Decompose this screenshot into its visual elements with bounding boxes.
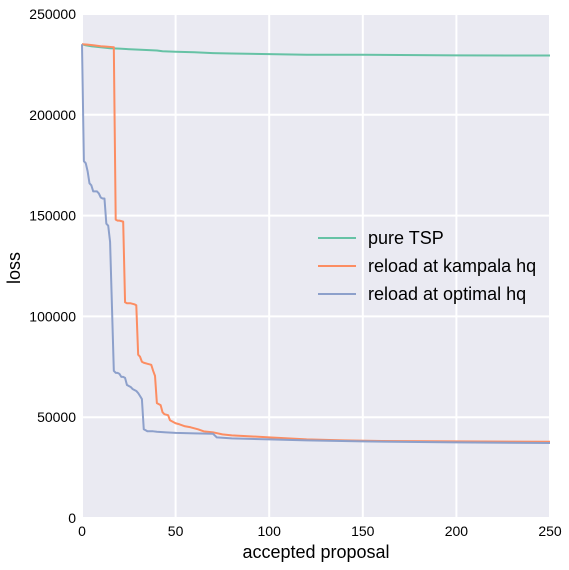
plot-background — [82, 14, 550, 518]
y-tick-label: 200000 — [29, 107, 76, 123]
x-tick-label: 200 — [445, 523, 469, 539]
x-tick-label: 100 — [258, 523, 282, 539]
series-line-3 — [81, 44, 551, 444]
x-axis-label: accepted proposal — [242, 542, 389, 562]
y-tick-label: 150000 — [29, 208, 76, 224]
legend-label: reload at optimal hq — [368, 284, 526, 304]
y-tick-labels: 0 50000 100000 150000 200000 250000 — [29, 6, 76, 526]
x-tick-label: 0 — [78, 523, 86, 539]
series-line-1 — [81, 43, 551, 57]
y-tick-label: 100000 — [29, 308, 76, 324]
series-line-2 — [81, 43, 551, 443]
legend: pure TSP reload at kampala hq reload at op… — [318, 228, 536, 304]
x-tick-labels: 0 50 100 150 200 250 — [78, 523, 562, 539]
x-tick-label: 250 — [538, 523, 562, 539]
y-axis-label: loss — [4, 252, 24, 284]
legend-label: reload at kampala hq — [368, 256, 536, 276]
x-tick-label: 50 — [168, 523, 184, 539]
y-tick-label: 250000 — [29, 6, 76, 22]
series-lines — [81, 43, 551, 444]
legend-label: pure TSP — [368, 228, 444, 248]
y-tick-label: 50000 — [37, 409, 76, 425]
grid-lines — [81, 13, 551, 519]
x-tick-label: 150 — [351, 523, 375, 539]
y-tick-label: 0 — [68, 510, 76, 526]
